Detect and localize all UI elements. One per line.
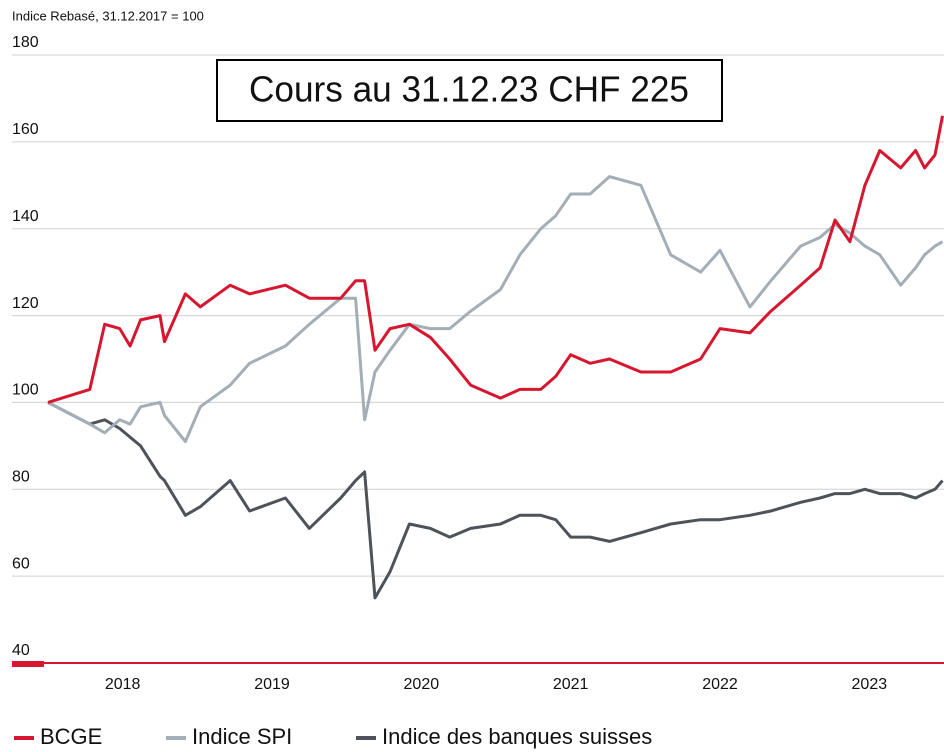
y-tick-label: 100 [12, 382, 39, 399]
y-tick-label: 40 [12, 642, 30, 659]
y-tick-label: 140 [12, 208, 39, 225]
x-tick-label: 2021 [553, 676, 589, 693]
x-tick-label: 2020 [404, 676, 440, 693]
annotation: Cours au 31.12.23 CHF 225 [249, 69, 689, 110]
legend-label: Indice SPI [192, 724, 292, 749]
y-tick-label: 60 [12, 555, 30, 572]
legend-label: BCGE [40, 724, 102, 749]
series-line [47, 401, 944, 600]
legend-label: Indice des banques suisses [382, 724, 652, 749]
x-tick-label: 2022 [702, 676, 738, 693]
y-tick-label: 180 [12, 34, 39, 51]
y-tick-label: 120 [12, 295, 39, 312]
y-tick-label: 160 [12, 121, 39, 138]
axis-note: Indice Rebasé, 31.12.2017 = 100 [12, 8, 204, 23]
x-tick-label: 2018 [105, 676, 141, 693]
series-line [47, 115, 944, 404]
series-line [47, 175, 944, 443]
x-tick-label: 2023 [852, 676, 888, 693]
axis-marker [12, 661, 44, 667]
x-tick-label: 2019 [254, 676, 290, 693]
y-tick-label: 80 [12, 469, 30, 486]
annotation-box [216, 59, 723, 122]
